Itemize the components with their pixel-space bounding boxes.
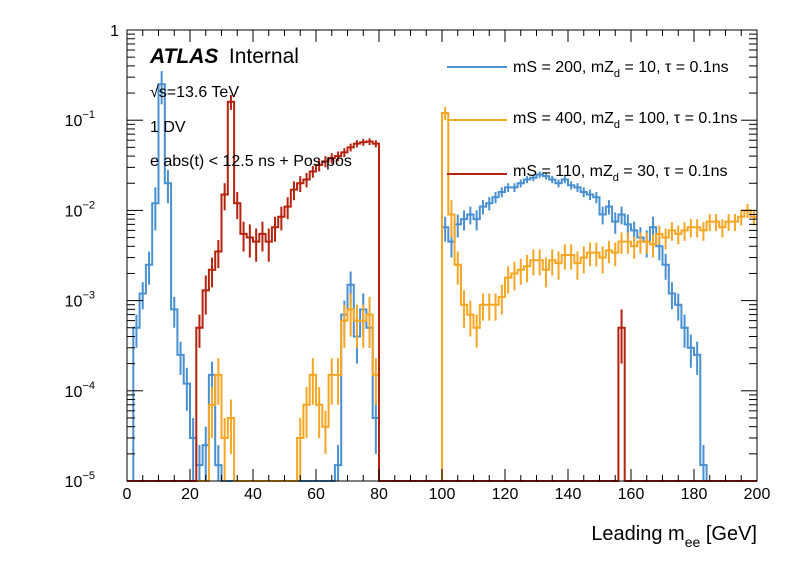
y-tick-label: 10−1 — [65, 109, 95, 130]
atlas-status: Internal — [229, 45, 299, 68]
series-2 — [127, 95, 757, 482]
y-axis: 10−5 10−4 10−3 10−2 10−1 1 — [65, 23, 757, 491]
legend-label-2: mS = 110, mZd = 30, τ = 0.1ns — [513, 163, 727, 184]
x-tick-label: 140 — [555, 486, 582, 503]
x-axis-title: Leading mee [GeV] — [591, 523, 757, 550]
legend-label-2-sub: d — [613, 172, 619, 184]
x-tick-label: 40 — [244, 486, 262, 503]
legend-entry-2: mS = 110, mZd = 30, τ = 0.1ns — [447, 163, 727, 184]
series-2-step-line — [127, 100, 757, 482]
y-tick-label-top: 1 — [110, 23, 119, 40]
x-axis-title-sub: ee — [685, 534, 701, 550]
legend: mS = 200, mZd = 10, τ = 0.1ns mS = 400, … — [447, 59, 738, 184]
legend-label-2-main: mS = 110, mZ — [513, 163, 613, 180]
x-axis: 0 20 40 60 80 100 120 140 160 180 200 — [123, 30, 771, 503]
x-tick-label: 180 — [681, 486, 708, 503]
x-axis-title-unit: [GeV] — [700, 523, 757, 545]
legend-label-1-main: mS = 400, mZ — [513, 110, 614, 127]
x-tick-label: 60 — [307, 486, 325, 503]
annotation-selection: e abs(t) < 12.5 ns + Pos-pos — [150, 153, 352, 170]
legend-label-1-tail: = 100, τ = 0.1ns — [620, 110, 738, 127]
legend-label-0-main: mS = 200, mZ — [513, 59, 614, 76]
x-tick-label: 120 — [492, 486, 519, 503]
x-tick-label: 100 — [429, 486, 456, 503]
x-tick-label: 160 — [618, 486, 645, 503]
legend-label-2-tail: = 30, τ = 0.1ns — [619, 163, 728, 180]
x-tick-label: 20 — [181, 486, 199, 503]
legend-label-1: mS = 400, mZd = 100, τ = 0.1ns — [513, 110, 738, 131]
atlas-label: ATLAS Internal — [149, 45, 299, 68]
legend-label-0-tail: = 10, τ = 0.1ns — [620, 59, 729, 76]
legend-entry-0: mS = 200, mZd = 10, τ = 0.1ns — [447, 59, 729, 80]
legend-label-0-sub: d — [614, 68, 620, 80]
y-tick-label: 10−5 — [65, 470, 95, 491]
annotation-dv: 1 DV — [150, 119, 186, 136]
x-axis-title-main: Leading m — [591, 523, 684, 545]
x-tick-label: 200 — [744, 486, 771, 503]
annotation-energy: √s=13.6 TeV — [150, 84, 239, 101]
y-tick-label: 10−4 — [65, 380, 95, 401]
x-tick-label: 0 — [123, 486, 132, 503]
y-tick-label: 10−2 — [65, 199, 95, 220]
legend-label-0: mS = 200, mZd = 10, τ = 0.1ns — [513, 59, 729, 80]
legend-label-1-sub: d — [614, 119, 620, 131]
y-tick-label: 10−3 — [65, 290, 95, 311]
legend-entry-1: mS = 400, mZd = 100, τ = 0.1ns — [447, 110, 738, 131]
atlas-name: ATLAS — [149, 45, 218, 68]
x-tick-label: 80 — [370, 486, 388, 503]
